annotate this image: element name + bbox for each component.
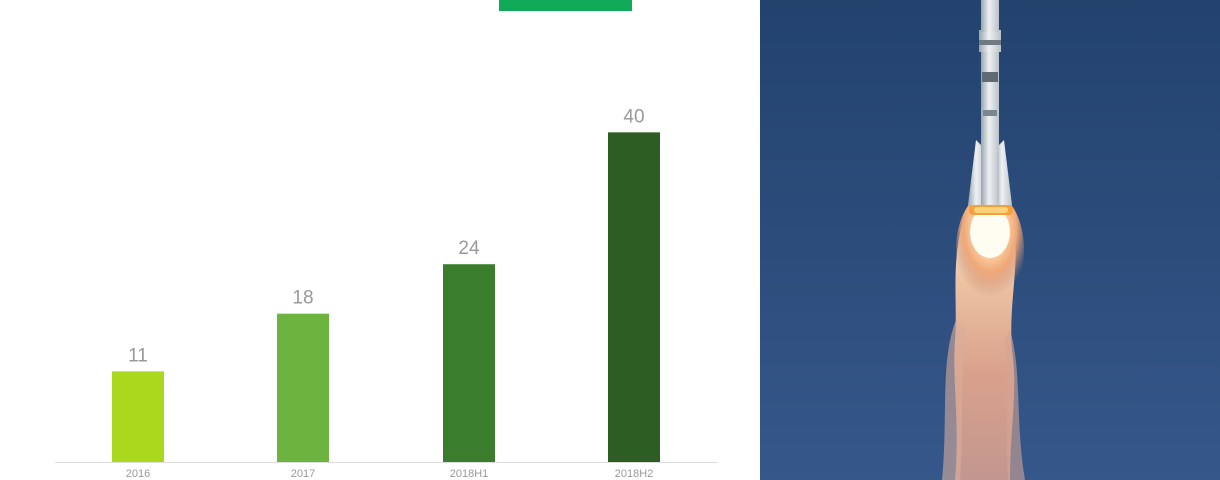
chart-panel: 11 2016 18 2017 24 2018H1 40 2018H2 <box>55 0 718 480</box>
rocket-icon <box>942 0 1025 480</box>
data-label-2018H1: 24 <box>458 238 480 259</box>
bar-2018H1 <box>443 264 495 462</box>
rocket-launch-photo <box>760 0 1220 480</box>
data-label-2017: 18 <box>292 288 313 309</box>
x-tick-label-2016: 2016 <box>126 468 150 480</box>
accent-bar <box>499 0 632 11</box>
x-tick-label-2017: 2017 <box>291 468 315 480</box>
bar-chart: 11 2016 18 2017 24 2018H1 40 2018H2 <box>55 106 718 480</box>
bar-2017 <box>277 313 329 462</box>
x-tick-label-2018H2: 2018H2 <box>615 468 654 480</box>
bar-2018H2 <box>608 132 660 462</box>
data-label-2016: 11 <box>128 345 148 366</box>
bar-2016 <box>112 371 164 462</box>
x-tick-label-2018H1: 2018H1 <box>450 468 489 480</box>
data-label-2018H2: 40 <box>623 106 644 127</box>
